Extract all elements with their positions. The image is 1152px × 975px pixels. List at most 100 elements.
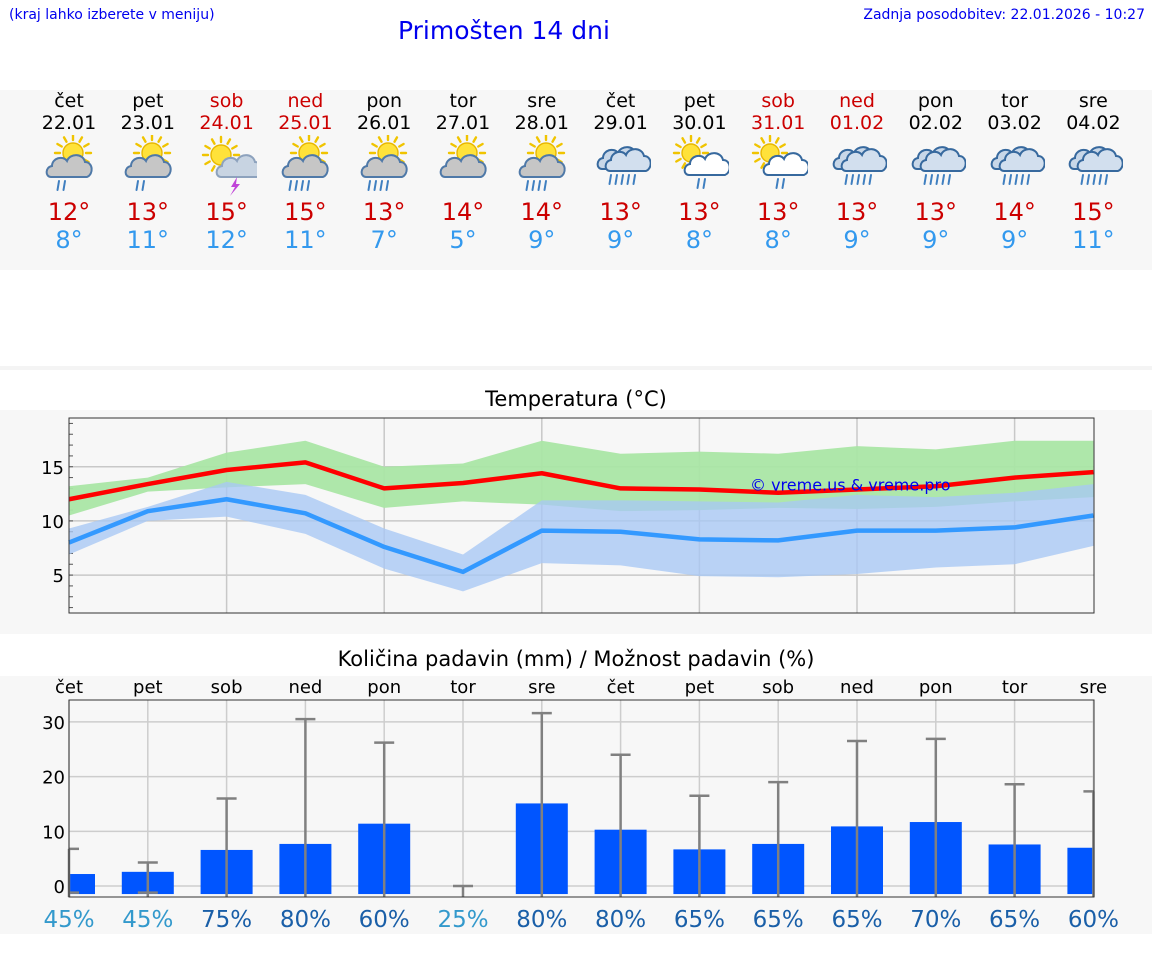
cloud-heavy-rain-icon [812, 134, 902, 198]
min-temperature: 9° [606, 226, 635, 254]
day-name: ned [839, 90, 875, 112]
precipitation-probability-label: 80% [595, 907, 646, 933]
max-temperature: 13° [362, 198, 406, 226]
precipitation-chart-title: Količina padavin (mm) / Možnost padavin … [337, 647, 815, 671]
day-name: ned [287, 90, 324, 112]
day-column: ned 01.02 13° 9° [812, 90, 902, 254]
day-column: čet 29.01 13° 9° [576, 90, 666, 254]
min-temperature: 11° [284, 226, 327, 254]
day-date: 27.01 [435, 112, 491, 134]
sun-cloud-heavy-rain-icon [497, 134, 587, 198]
day-name: sre [1078, 90, 1108, 112]
daily-forecast-strip [0, 90, 1152, 270]
day-date: 26.01 [356, 112, 412, 134]
min-temperature: 12° [205, 226, 248, 254]
x-day-label: sre [528, 677, 555, 698]
y-tick-label: 15 [41, 458, 64, 479]
day-column: čet 22.01 12° 8° [24, 90, 114, 254]
day-column: ned 25.01 15° 11° [260, 90, 350, 254]
sun-cloud-icon [418, 134, 508, 198]
min-temperature: 8° [764, 226, 792, 254]
day-column: tor 03.02 14° 9° [970, 90, 1060, 254]
precipitation-probability-label: 65% [989, 907, 1040, 933]
x-day-label: ned [840, 677, 874, 698]
sun-cloud-heavy-rain-icon [260, 134, 350, 198]
max-temperature: 12° [47, 198, 91, 226]
x-day-label: čet [55, 677, 83, 698]
day-date: 03.02 [987, 112, 1042, 134]
day-date: 23.01 [120, 112, 175, 134]
x-day-label: pon [919, 677, 953, 698]
max-temperature: 14° [441, 198, 485, 226]
min-temperature: 9° [528, 226, 556, 254]
sun-thunder-icon [182, 134, 272, 198]
day-column: pon 02.02 13° 9° [891, 90, 981, 254]
day-name: čet [605, 90, 636, 112]
min-temperature: 7° [370, 226, 398, 254]
day-name: pon [917, 90, 954, 112]
day-column: sob 31.01 13° 8° [733, 90, 823, 254]
precipitation-probability-label: 60% [1068, 907, 1119, 933]
max-temperature: 15° [284, 198, 327, 226]
min-temperature: 11° [126, 226, 170, 254]
precipitation-bar [69, 874, 95, 895]
max-temperature: 14° [520, 198, 564, 226]
precipitation-chart: čet pet sob ned pon tor sre čet pet sob ned pon tor s… [42, 677, 1119, 933]
day-date: 25.01 [278, 112, 333, 134]
day-date: 22.01 [41, 112, 97, 134]
max-temperature-line [68, 460, 1094, 502]
max-temperature: 13° [835, 198, 879, 226]
day-column: sre 28.01 14° 9° [497, 90, 587, 254]
min-temperature: 8° [685, 226, 714, 254]
divider [0, 366, 1152, 370]
day-column: pet 30.01 13° 8° [654, 90, 744, 254]
day-column: pet 23.01 13° 11° [103, 90, 193, 254]
y-tick-label: 10 [42, 822, 65, 843]
day-column: pon 26.01 13° 7° [339, 90, 429, 254]
cloud-heavy-rain-icon [576, 134, 666, 198]
precipitation-probability-label: 70% [910, 907, 961, 933]
y-tick-label: 20 [42, 768, 65, 789]
min-temperature: 9° [843, 226, 871, 254]
precipitation-probability-label: 25% [437, 907, 488, 933]
precipitation-probability-label: 75% [201, 907, 252, 933]
day-date: 24.01 [199, 112, 254, 134]
min-temperature-range-band [69, 481, 1094, 592]
y-tick-label: 5 [53, 566, 64, 587]
precipitation-probability-label: 65% [674, 907, 725, 933]
cloud-heavy-rain-icon [1048, 134, 1138, 198]
precipitation-probability-label: 45% [122, 907, 173, 933]
max-temperature: 13° [756, 198, 800, 226]
watermark: © vreme.us & vreme.pro [750, 476, 951, 495]
x-day-label: pon [367, 677, 401, 698]
sun-white-cloud-rain-icon [733, 134, 823, 198]
x-day-label: sre [1080, 677, 1107, 698]
y-tick-label: 0 [54, 877, 65, 898]
min-temperature: 11° [1072, 226, 1115, 254]
x-day-label: ned [288, 677, 322, 698]
day-date: 02.02 [908, 112, 963, 134]
temperature-chart: 5 10 15 © vreme.us & vreme.pro [41, 417, 1095, 614]
day-name: sob [209, 90, 244, 112]
day-name: pet [132, 90, 164, 112]
plot-border [68, 699, 1095, 898]
day-column: sob 24.01 15° 12° [182, 90, 272, 254]
day-date: 28.01 [514, 112, 569, 134]
day-name: tor [449, 90, 477, 112]
sun-white-cloud-rain-icon [654, 134, 744, 198]
x-day-label: čet [607, 677, 635, 698]
cloud-heavy-rain-icon [970, 134, 1060, 198]
sun-cloud-heavy-rain-icon [339, 134, 429, 198]
max-temperature: 13° [914, 198, 958, 226]
day-date: 29.01 [593, 112, 648, 134]
min-temperature: 9° [922, 226, 950, 254]
day-date: 31.01 [750, 112, 806, 134]
precipitation-probability-label: 65% [753, 907, 804, 933]
day-name: čet [54, 90, 84, 112]
plot-border [68, 417, 1095, 614]
precipitation-probability-label: 45% [43, 907, 94, 933]
day-name: pon [366, 90, 403, 112]
cloud-heavy-rain-icon [891, 134, 981, 198]
precipitation-probability-label: 80% [280, 907, 331, 933]
x-day-label: tor [450, 677, 476, 698]
